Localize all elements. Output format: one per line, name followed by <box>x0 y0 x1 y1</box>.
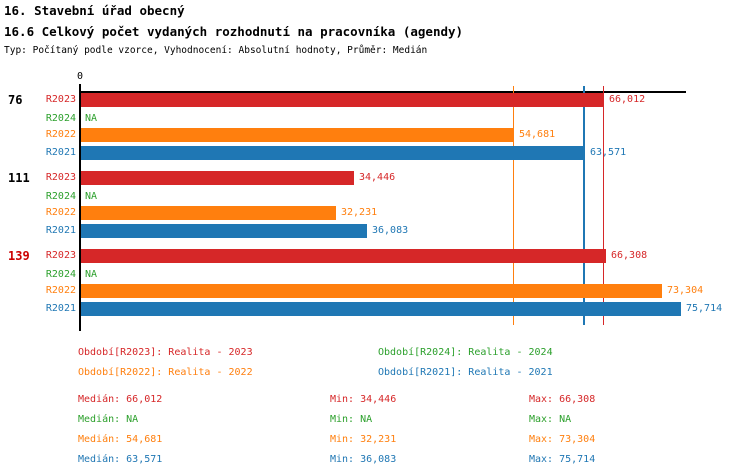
series-row-label: R2021 <box>45 147 76 158</box>
series-row-label: R2021 <box>45 303 76 314</box>
group-label: 111 <box>8 171 30 185</box>
legend-item: Období[R2024]: Realita - 2024 <box>378 347 553 358</box>
legend-item: Období[R2022]: Realita - 2022 <box>78 367 253 378</box>
stat-median: Medián: NA <box>78 414 139 425</box>
legend-item: Období[R2023]: Realita - 2023 <box>78 347 253 358</box>
series-row-label: R2022 <box>45 285 76 296</box>
series-row-label: R2023 <box>45 94 76 105</box>
bar <box>81 302 681 316</box>
series-row-label: R2021 <box>45 225 76 236</box>
bar <box>81 249 606 263</box>
na-value-label: NA <box>85 113 98 124</box>
bar-value-label: 66,012 <box>609 94 646 105</box>
x-axis-zero-label: 0 <box>76 71 84 82</box>
bar <box>81 128 514 142</box>
bar-value-label: 66,308 <box>611 250 648 261</box>
bar-value-label: 73,304 <box>667 285 704 296</box>
series-row-label: R2023 <box>45 250 76 261</box>
na-value-label: NA <box>85 191 98 202</box>
group-label: 76 <box>8 93 23 107</box>
series-row-label: R2022 <box>45 129 76 140</box>
bar-chart: 0 76 R2023 66,012 R2024 NA R2022 54,681 R2021 63… <box>8 71 723 331</box>
bar-value-label: 36,083 <box>372 225 409 236</box>
series-row-label: R2024 <box>45 269 76 280</box>
bar <box>81 284 662 298</box>
x-axis-top-line <box>80 91 686 93</box>
na-value-label: NA <box>85 269 98 280</box>
stat-median: Medián: 54,681 <box>78 434 163 445</box>
stat-max: Max: 75,714 <box>529 454 596 465</box>
chart-title: 16.6 Celkový počet vydaných rozhodnutí n… <box>4 24 464 39</box>
bar-value-label: 75,714 <box>686 303 723 314</box>
bar <box>81 93 604 107</box>
bar-value-label: 63,571 <box>590 147 627 158</box>
series-row-label: R2023 <box>45 172 76 183</box>
legend-item: Období[R2021]: Realita - 2021 <box>378 367 553 378</box>
median-line-r2023 <box>602 86 604 325</box>
bar-value-label: 32,231 <box>341 207 378 218</box>
bar <box>81 171 354 185</box>
stat-min: Min: 36,083 <box>330 454 397 465</box>
y-axis-line <box>79 84 81 331</box>
median-line-r2021 <box>583 86 585 325</box>
bar-value-label: 54,681 <box>519 129 556 140</box>
series-row-label: R2024 <box>45 191 76 202</box>
bar <box>81 146 585 160</box>
bar-value-label: 34,446 <box>359 172 396 183</box>
stat-min: Min: 34,446 <box>330 394 397 405</box>
page-title: 16. Stavební úřad obecný <box>4 3 185 18</box>
stat-max: Max: NA <box>529 414 572 425</box>
median-line-r2022 <box>512 86 515 325</box>
series-row-label: R2022 <box>45 207 76 218</box>
stat-median: Medián: 63,571 <box>78 454 163 465</box>
stat-max: Max: 66,308 <box>529 394 596 405</box>
stat-max: Max: 73,304 <box>529 434 596 445</box>
stat-min: Min: 32,231 <box>330 434 397 445</box>
bar <box>81 224 367 238</box>
chart-subtitle: Typ: Počítaný podle vzorce, Vyhodnocení:… <box>4 45 428 56</box>
series-row-label: R2024 <box>45 113 76 124</box>
stat-median: Medián: 66,012 <box>78 394 163 405</box>
group-label: 139 <box>8 249 30 263</box>
bar <box>81 206 336 220</box>
stat-min: Min: NA <box>330 414 373 425</box>
